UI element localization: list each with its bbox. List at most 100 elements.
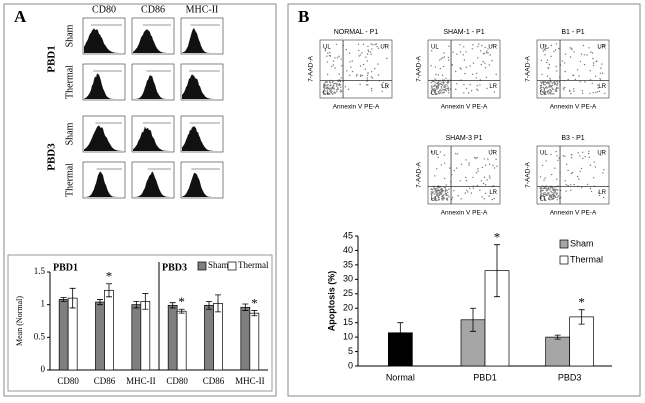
scatter-dot (555, 192, 557, 194)
scatter-dot (453, 190, 455, 192)
scatter-dot (442, 92, 444, 94)
scatter-dot (437, 188, 439, 190)
scatter-dot (591, 52, 594, 54)
scatter-dot (467, 92, 470, 94)
scatter-dot (441, 187, 443, 190)
bar (140, 301, 151, 371)
scatter-dot (326, 61, 329, 63)
scatter-dot (556, 188, 558, 191)
quadrant-label: UL (431, 151, 439, 157)
scatter-dot (489, 54, 491, 56)
scatter-dot (548, 196, 551, 198)
scatter-dot (374, 43, 376, 46)
scatter-dot (324, 48, 327, 50)
scatter-dot (540, 84, 543, 87)
group-label: PBD3 (46, 143, 58, 171)
scatter-dot (547, 93, 549, 95)
scatter-dot (440, 83, 442, 85)
quadrant-label: LR (489, 84, 497, 90)
scatter-dot (359, 65, 362, 67)
scatter-dot (469, 65, 471, 67)
scatter-dot (433, 91, 436, 94)
scatter-dot (385, 87, 387, 89)
scatter-dot (437, 83, 440, 85)
scatter-dot (556, 83, 558, 85)
error-bar (494, 244, 500, 298)
scatter-dot (465, 176, 467, 179)
scatter-dot (371, 48, 373, 50)
scatter-dot (554, 196, 556, 198)
scatter-dot (562, 155, 564, 157)
scatter-dot (437, 90, 439, 93)
scatter-dot (442, 199, 444, 201)
scatter-dot (446, 197, 448, 200)
scatter-dot (435, 195, 438, 197)
scatter-dot (364, 68, 366, 70)
scatter-dot (576, 69, 579, 71)
error-bar (242, 303, 249, 311)
scatter-dot (486, 179, 488, 181)
scatter-dot (580, 53, 583, 55)
scatter-dot (548, 82, 550, 85)
scatter-dot (540, 190, 542, 192)
scatter-dot (430, 191, 432, 193)
scatter-dot (602, 172, 604, 174)
scatter-dot (438, 189, 440, 192)
scatter-dot (571, 171, 574, 174)
scatter-dot (550, 89, 552, 92)
scatter-dot (340, 86, 342, 89)
scatter-dot (330, 91, 332, 94)
legend-swatch (559, 239, 569, 249)
quadrant-label: LR (598, 190, 606, 196)
quadrant-label: UL (323, 45, 331, 51)
scatter-dot (338, 55, 340, 57)
y-axis-label: 7-AAD-A (525, 56, 532, 82)
quadrant-label: UL (540, 151, 548, 157)
y-tick-label: 15 (343, 317, 353, 327)
scatter-dot (332, 64, 335, 66)
scatter-dot (539, 193, 542, 196)
scatter-dot (482, 53, 485, 55)
scatter-dot (475, 157, 477, 160)
scatter-dot (370, 76, 372, 78)
scatter-dot (493, 91, 496, 93)
scatter-dot (580, 187, 583, 189)
scatter-dot (324, 83, 326, 85)
scatter-dot (490, 149, 493, 151)
scatter-dot (339, 80, 342, 83)
scatter-dot (357, 43, 360, 45)
scatter-dot (589, 164, 592, 166)
y-tick-label: 35 (343, 259, 353, 269)
scatter-dot (323, 86, 325, 89)
scatter-dot (465, 51, 467, 53)
scatter-dot (329, 82, 331, 84)
plot-title: NORMAL - P1 (334, 29, 379, 36)
scatter-dot (546, 189, 549, 192)
scatter-dot (434, 84, 436, 86)
scatter-dot (486, 50, 488, 52)
scatter-dot (573, 74, 575, 77)
scatter-dot (553, 196, 555, 198)
scatter-dot (496, 165, 498, 167)
scatter-dot (549, 84, 551, 86)
row-label: Sham (64, 24, 75, 47)
scatter-dot (564, 70, 566, 73)
scatter-dot (583, 54, 586, 56)
scatter-dot (362, 43, 365, 45)
row-label: Thermal (64, 65, 75, 99)
scatter-dot (477, 170, 479, 172)
scatter-dot (550, 190, 552, 193)
scatter-dot (437, 195, 439, 197)
scatter-dot (447, 191, 449, 194)
scatter-dot (443, 194, 445, 196)
scatter-dot (340, 58, 342, 60)
y-axis-label: 7-AAD-A (308, 56, 315, 82)
scatter-dot (487, 48, 489, 50)
scatter-dot (592, 62, 595, 64)
scatter-dot (445, 188, 447, 190)
scatter-dot (547, 192, 549, 194)
scatter-dot (337, 87, 339, 89)
scatter-dot (577, 152, 579, 154)
y-tick-label: 1.5 (34, 266, 46, 276)
scatter-dot (542, 189, 544, 191)
